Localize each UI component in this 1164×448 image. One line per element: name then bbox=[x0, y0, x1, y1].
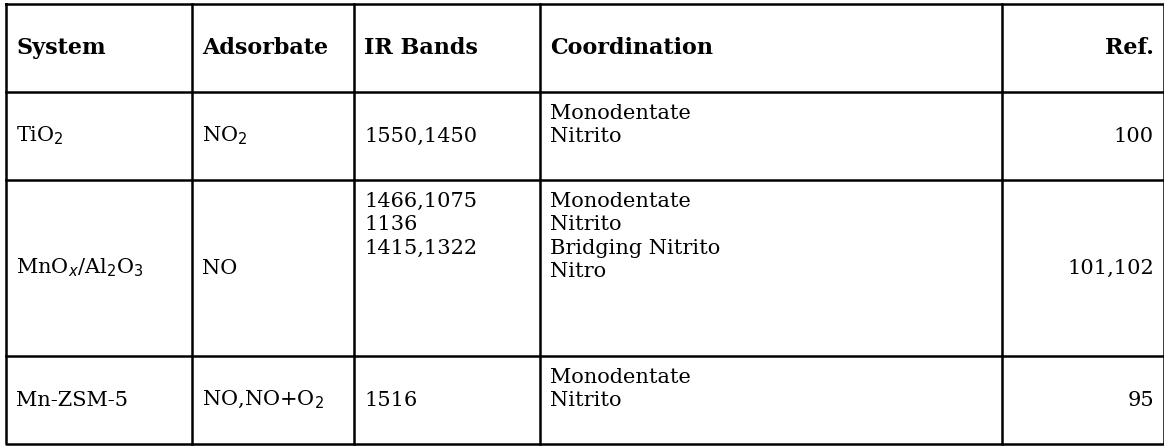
Text: TiO$_2$: TiO$_2$ bbox=[16, 125, 64, 147]
Text: NO: NO bbox=[203, 258, 237, 277]
Text: Nitrito: Nitrito bbox=[551, 215, 622, 234]
Text: 101,102: 101,102 bbox=[1067, 258, 1154, 277]
Text: 1516: 1516 bbox=[364, 391, 417, 409]
Text: IR Bands: IR Bands bbox=[364, 37, 478, 59]
Text: 1550,1450: 1550,1450 bbox=[364, 126, 477, 146]
Text: Ref.: Ref. bbox=[1105, 37, 1154, 59]
Text: Adsorbate: Adsorbate bbox=[203, 37, 328, 59]
Text: Monodentate: Monodentate bbox=[551, 104, 691, 123]
Text: Nitrito: Nitrito bbox=[551, 127, 622, 146]
Text: Mn-ZSM-5: Mn-ZSM-5 bbox=[16, 391, 128, 409]
Text: 100: 100 bbox=[1114, 126, 1154, 146]
Text: Coordination: Coordination bbox=[551, 37, 714, 59]
Text: MnO$_x$/Al$_2$O$_3$: MnO$_x$/Al$_2$O$_3$ bbox=[16, 257, 143, 279]
Text: System: System bbox=[16, 37, 106, 59]
Text: Monodentate: Monodentate bbox=[551, 368, 691, 387]
Text: 1136: 1136 bbox=[364, 215, 418, 234]
Text: NO,NO+O$_2$: NO,NO+O$_2$ bbox=[203, 389, 324, 411]
Text: NO$_2$: NO$_2$ bbox=[203, 125, 248, 147]
Text: Nitro: Nitro bbox=[551, 262, 606, 281]
Text: 95: 95 bbox=[1128, 391, 1154, 409]
Text: Nitrito: Nitrito bbox=[551, 391, 622, 410]
Text: 1415,1322: 1415,1322 bbox=[364, 238, 477, 258]
Text: Bridging Nitrito: Bridging Nitrito bbox=[551, 238, 721, 258]
Text: Monodentate: Monodentate bbox=[551, 192, 691, 211]
Text: 1466,1075: 1466,1075 bbox=[364, 192, 477, 211]
